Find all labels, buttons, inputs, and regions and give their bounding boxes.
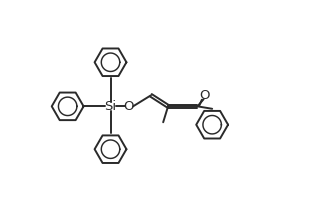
Text: O: O [124,100,134,113]
Text: O: O [200,89,210,102]
Text: Si: Si [105,100,117,113]
